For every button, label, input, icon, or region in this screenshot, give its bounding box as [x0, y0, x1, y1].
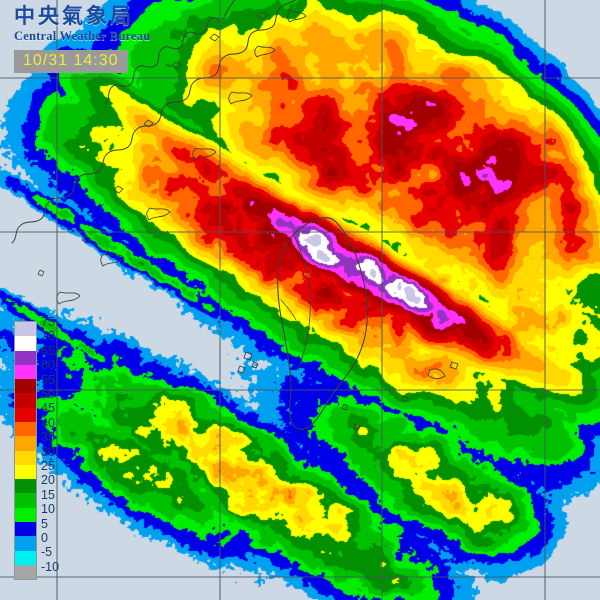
legend-swatch-45	[15, 407, 36, 422]
legend-color-bar	[14, 321, 37, 581]
reflectivity-legend: 75 70 65 60 55 50 45 40 35 30 25 20 15 10 5 0 -5 -10	[14, 315, 59, 581]
legend-swatch-40	[15, 421, 36, 437]
coastline-islet-lanyu	[341, 403, 349, 411]
coastline-islet-g	[56, 291, 81, 305]
legend-swatch-20	[15, 479, 36, 494]
legend-label-20: 20	[41, 473, 55, 488]
coastline-islet-e	[146, 207, 171, 221]
legend-label-minus10: -10	[41, 559, 60, 574]
legend-swatch-65	[15, 350, 36, 365]
legend-label-65: 65	[41, 343, 55, 358]
legend-swatch-75	[15, 322, 36, 337]
legend-label-35: 35	[41, 430, 55, 445]
legend-label-60: 60	[41, 358, 55, 373]
coastline-dot-f	[256, 11, 269, 20]
legend-label-10: 10	[41, 502, 55, 517]
coastline-taiwan-divide	[293, 235, 311, 371]
legend-swatch-25	[15, 464, 36, 480]
legend-swatch-50	[15, 393, 36, 408]
legend-label-55: 55	[41, 372, 55, 387]
coastline-dot-nw-a	[37, 269, 45, 277]
legend-swatch-30	[15, 450, 36, 465]
coastline-islet-east-b	[449, 361, 459, 370]
legend-label-45: 45	[41, 401, 55, 416]
legend-label-25: 25	[41, 459, 55, 473]
legend-swatch-10	[15, 507, 36, 522]
coastline-group	[11, 0, 459, 431]
coastline-mainland-main	[11, 0, 296, 244]
legend-swatch-70	[15, 336, 36, 351]
legend-swatch-5	[15, 521, 36, 537]
legend-label-minus5: -5	[41, 545, 53, 560]
legend-label-15: 15	[41, 487, 55, 502]
legend-label-30: 30	[41, 444, 55, 459]
legend-label-0: 0	[41, 531, 48, 545]
coastline-mainland-nw	[104, 0, 235, 105]
agency-header: 中央氣象局 Central Weather Bureau	[14, 6, 150, 43]
coastline-dot-d	[113, 185, 124, 194]
coastline-islet-east-a	[427, 368, 446, 379]
legend-swatch-55	[15, 379, 36, 394]
coastline-islet-f	[100, 253, 125, 267]
legend-label-70: 70	[41, 329, 55, 344]
legend-swatch-0	[15, 536, 36, 551]
coastline-islet-east-c	[401, 395, 409, 403]
coastline-islet-d	[192, 147, 217, 161]
legend-scale-labels: 75 70 65 60 55 50 45 40 35 30 25 20 15 10 5 0 -5 -10	[41, 313, 81, 574]
coastline-islet-a	[287, 9, 307, 23]
coastline-dot-e	[81, 235, 92, 244]
legend-label-40: 40	[41, 415, 55, 430]
legend-swatch-60	[15, 364, 36, 380]
agency-name-chinese: 中央氣象局	[14, 4, 134, 28]
legend-label-50: 50	[41, 387, 55, 401]
legend-label-5: 5	[41, 516, 48, 531]
legend-label-75: 75	[41, 315, 55, 329]
coastline-islet-ludao	[353, 423, 361, 431]
coastline-dot-b	[209, 33, 220, 42]
legend-swatch-minus10	[15, 564, 36, 580]
legend-swatch-minus5	[15, 550, 36, 565]
legend-swatch-35	[15, 436, 36, 451]
coastline-taiwan-detail	[280, 299, 297, 321]
agency-name-english: Central Weather Bureau	[14, 29, 151, 43]
coastline-penghu-b	[237, 365, 246, 374]
coastline-taiwan	[277, 217, 368, 430]
coastline-islet-c	[228, 91, 253, 105]
coastline-penghu-c	[251, 361, 259, 369]
legend-swatch-15	[15, 493, 36, 508]
coastline-dot-c	[143, 119, 154, 128]
coastline-dot-a	[171, 61, 182, 70]
timestamp-badge: 10/31 14:30	[14, 50, 128, 73]
coastline-penghu-a	[243, 351, 253, 361]
coastline-islet-b	[254, 45, 276, 58]
